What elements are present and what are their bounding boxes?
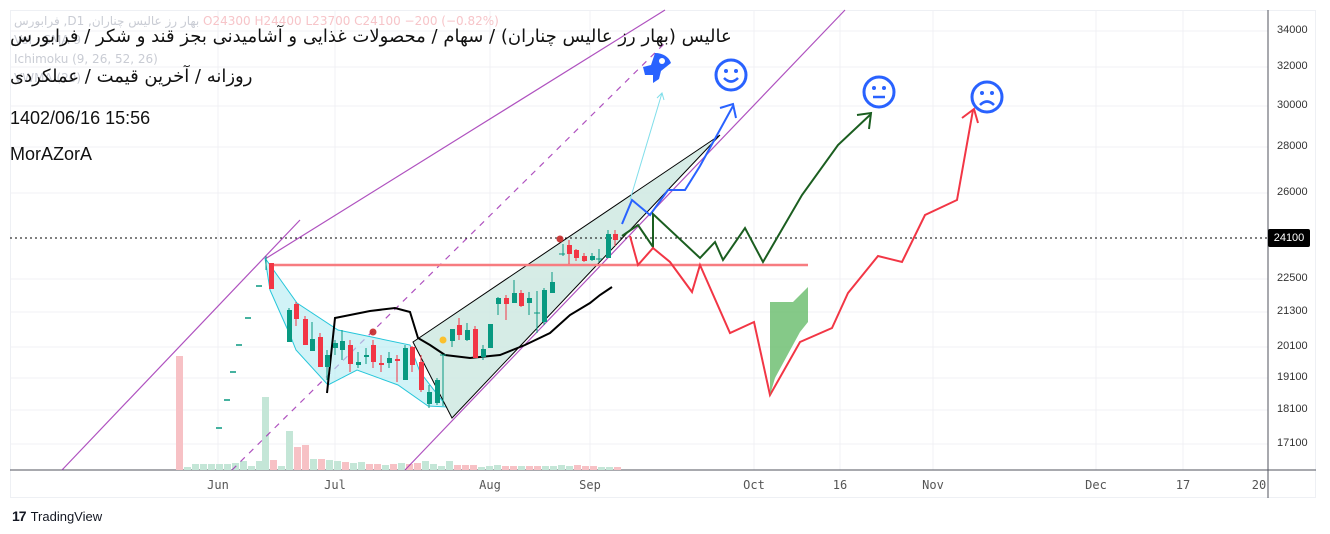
time-label: 17 xyxy=(1175,478,1191,492)
chart-legend: فرابورس ,Dبهار رز عالیس چناران, 1 O24300… xyxy=(14,12,499,88)
legend-vwma: VWMA (20) xyxy=(14,71,82,85)
candlesticks xyxy=(216,230,618,429)
price-label: 26000 xyxy=(1277,186,1308,198)
price-label: 28000 xyxy=(1277,140,1308,152)
tradingview-brand[interactable]: 17 TradingView xyxy=(12,508,102,524)
time-label: Oct xyxy=(743,478,765,492)
overlay-author: MorAZorA xyxy=(10,144,93,164)
time-label: 16 xyxy=(832,478,848,492)
scenario-red-path[interactable] xyxy=(629,107,979,398)
time-label: 20 xyxy=(1251,478,1267,492)
time-label: Sep xyxy=(579,478,601,492)
ascending-channel[interactable] xyxy=(61,9,846,471)
price-label: 21300 xyxy=(1277,305,1308,317)
price-label: 34000 xyxy=(1277,24,1308,36)
rocket-arrow[interactable] xyxy=(629,92,665,201)
volume-bars xyxy=(176,356,621,470)
price-label: 18100 xyxy=(1277,403,1308,415)
time-label: Jul xyxy=(324,478,346,492)
last-price-tag: 24100 xyxy=(1268,229,1310,247)
price-label: 17100 xyxy=(1277,437,1308,449)
overlay-subtitle: روزانه / آخرین قیمت / عملکردی xyxy=(10,66,253,87)
time-label: Dec xyxy=(1085,478,1107,492)
time-label: Jun xyxy=(207,478,229,492)
legend-volume: Vol · SMA 9 xyxy=(14,33,82,47)
red-dot-marker xyxy=(369,328,377,336)
legend-ohlc: O24300 H24400 L23700 C24100 −200 (−0.82%… xyxy=(203,14,499,28)
legend-ichimoku: Ichimoku (9, 26, 52, 26) xyxy=(14,52,158,66)
red-dot-marker-2 xyxy=(556,235,564,243)
price-label: 30000 xyxy=(1277,99,1308,111)
overlay-datetime: 1402/06/16 15:56 xyxy=(10,108,151,128)
price-label: 20100 xyxy=(1277,340,1308,352)
scenario-blue-path[interactable] xyxy=(621,102,737,225)
time-label: Aug xyxy=(479,478,501,492)
target-zone[interactable] xyxy=(770,287,808,395)
price-label: 19100 xyxy=(1277,371,1308,383)
chart-frame xyxy=(10,10,1316,498)
price-label: 32000 xyxy=(1277,60,1308,72)
smiley-happy-icon xyxy=(714,58,748,92)
grid xyxy=(10,10,1268,470)
rocket-icon xyxy=(643,53,671,83)
overlay-title: عالیس (بهار رز عالیس چناران) / سهام / مح… xyxy=(10,26,732,47)
scenario-green-path[interactable] xyxy=(621,111,873,265)
smiley-sad-icon xyxy=(970,80,1004,114)
tradingview-logo-icon: 17 xyxy=(12,508,27,524)
price-label: 22500 xyxy=(1277,272,1308,284)
rising-wedge[interactable] xyxy=(412,134,721,419)
yellow-dot-marker xyxy=(439,336,447,344)
time-label: Nov xyxy=(922,478,944,492)
brand-name: TradingView xyxy=(30,508,103,524)
smiley-neutral-icon xyxy=(862,75,896,109)
legend-symbol: فرابورس ,Dبهار رز عالیس چناران, 1 xyxy=(14,14,200,28)
